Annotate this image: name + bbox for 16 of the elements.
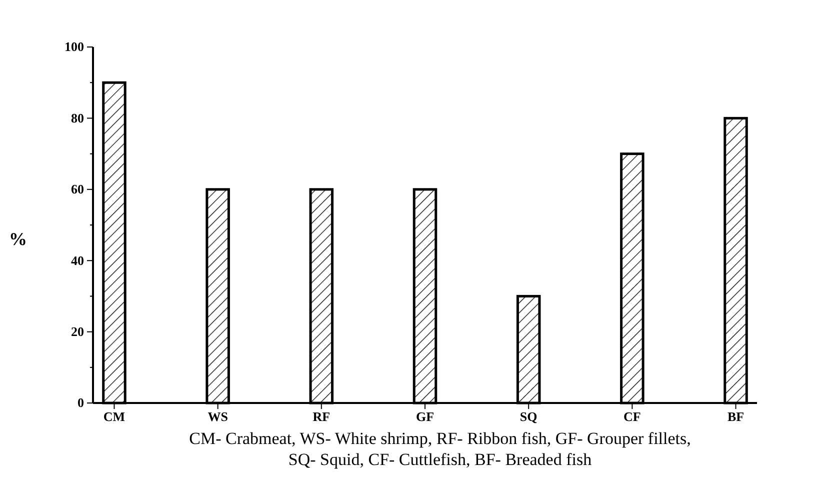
x-tick-label: SQ	[520, 409, 538, 424]
x-tick-label: RF	[312, 409, 330, 424]
y-tick-label: 0	[78, 395, 84, 410]
x-tick-label: GF	[416, 409, 434, 424]
y-axis-title: %	[9, 229, 27, 249]
x-tick-label: BF	[727, 409, 744, 424]
y-tick-label: 100	[64, 39, 84, 54]
text: SQ- Squid, CF- Cuttlefish, BF- Breaded fish	[288, 450, 592, 469]
text: CM- Crabmeat, WS- White shrimp, RF- Ribbon fish, GF- Grouper fillets,	[189, 429, 691, 448]
x-tick-label: CM	[103, 409, 126, 424]
y-tick-label: 80	[71, 110, 84, 126]
x-tick-label: WS	[208, 409, 228, 424]
y-tick-label: 60	[71, 182, 84, 197]
y-tick-label: 20	[71, 324, 84, 339]
x-tick-label: CF	[624, 409, 641, 424]
y-tick-label: 40	[71, 252, 84, 268]
